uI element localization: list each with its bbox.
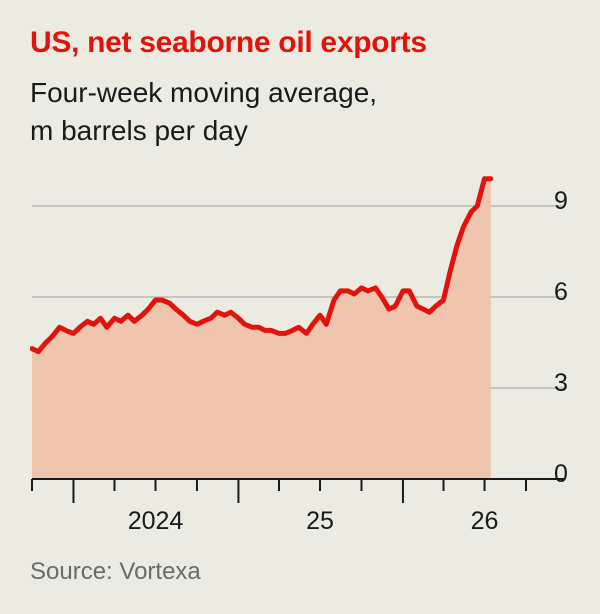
y-tick-label-3: 3	[554, 369, 568, 397]
x-tick-label-25: 25	[306, 507, 334, 535]
series-line	[30, 176, 494, 355]
y-tick-label-6: 6	[554, 278, 568, 306]
subtitle-line-2: m barrels per day	[30, 115, 248, 146]
subtitle-line-1: Four-week moving average,	[30, 77, 378, 108]
x-tick-label-26: 26	[471, 507, 499, 535]
x-tick-label-2024: 2024	[128, 507, 184, 535]
y-tick-label-9: 9	[554, 187, 568, 215]
chart-title: US, net seaborne oil exports	[30, 26, 427, 59]
chart-subtitle: Four-week moving average, m barrels per …	[30, 74, 550, 150]
y-tick-label-0: 0	[554, 460, 568, 488]
source-note: Source: Vortexa	[30, 558, 201, 585]
